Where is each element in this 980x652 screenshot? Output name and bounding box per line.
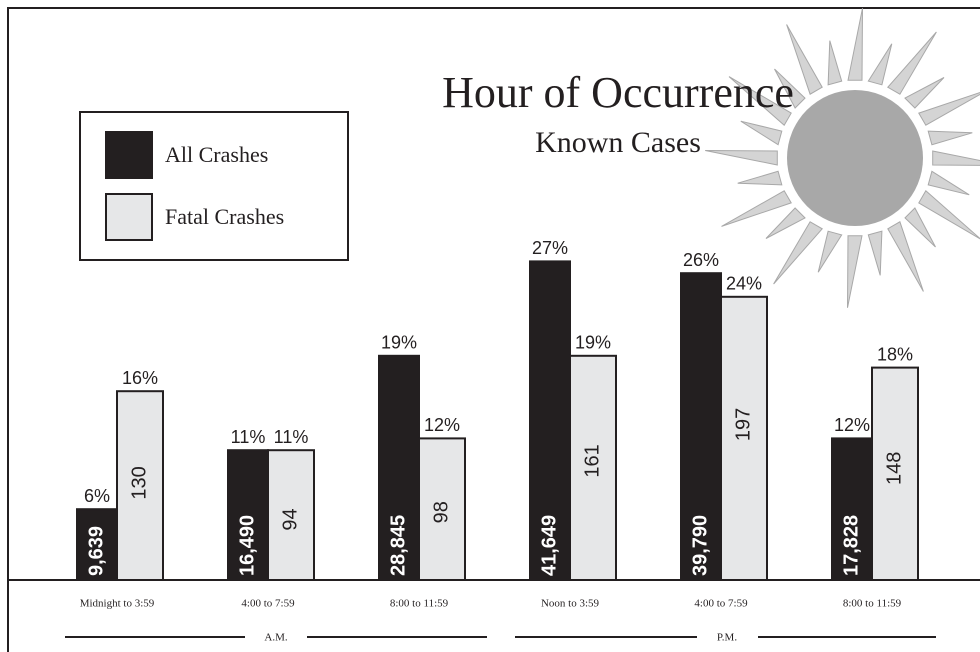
sun-ray (848, 236, 863, 308)
sun-ray (738, 171, 782, 185)
period-label: P.M. (717, 632, 737, 644)
count-label: 17,828 (840, 515, 862, 576)
value-label: 11% (274, 427, 309, 447)
count-label: 130 (128, 466, 150, 499)
count-label: 28,845 (387, 515, 409, 576)
sun-ray (933, 151, 980, 166)
sun-ray (905, 78, 944, 109)
sun-ray (928, 131, 972, 145)
count-label: 197 (732, 408, 754, 441)
x-tick-label: 4:00 to 7:59 (241, 598, 295, 610)
count-label: 9,639 (85, 526, 107, 576)
value-label: 26% (683, 250, 719, 270)
sun-ray (928, 171, 969, 195)
value-label: 12% (424, 415, 460, 435)
legend-label: Fatal Crashes (165, 204, 284, 229)
value-label: 27% (532, 238, 568, 258)
period-label: A.M. (264, 632, 287, 644)
sun-ray (868, 44, 892, 85)
sun-disc (787, 90, 923, 226)
sun-ray (741, 121, 782, 145)
sun-ray (818, 231, 842, 272)
sun-ray (722, 191, 792, 227)
x-tick-label: 8:00 to 11:59 (390, 598, 449, 610)
x-tick-label: 4:00 to 7:59 (694, 598, 748, 610)
count-label: 16,490 (236, 515, 258, 576)
chart: Hour of Occurrence Known Cases A.M. P.M.… (0, 0, 980, 652)
x-tick-label: Noon to 3:59 (541, 598, 600, 610)
legend-swatch (106, 194, 152, 240)
sun-ray (905, 208, 936, 247)
value-label: 6% (84, 486, 110, 506)
count-label: 148 (883, 452, 905, 485)
value-label: 24% (726, 274, 762, 294)
count-label: 41,649 (538, 515, 560, 576)
sun-ray (848, 8, 863, 80)
sun-ray (766, 208, 805, 239)
sun (705, 8, 980, 308)
count-label: 161 (581, 444, 603, 477)
legend-label: All Crashes (165, 142, 268, 167)
x-tick-label: Midnight to 3:59 (80, 598, 155, 610)
legend-swatch (106, 132, 152, 178)
x-tick-label: 8:00 to 11:59 (843, 598, 902, 610)
value-label: 11% (231, 427, 266, 447)
value-label: 12% (834, 415, 870, 435)
count-label: 94 (279, 508, 301, 530)
value-label: 19% (575, 333, 611, 353)
count-label: 98 (430, 501, 452, 523)
chart-title: Hour of Occurrence (442, 68, 794, 117)
value-label: 18% (877, 344, 913, 364)
sun-ray (705, 151, 777, 166)
chart-subtitle: Known Cases (535, 126, 701, 159)
value-label: 16% (122, 368, 158, 388)
value-label: 19% (381, 333, 417, 353)
sun-ray (828, 41, 842, 85)
sun-ray (888, 222, 924, 292)
count-label: 39,790 (689, 515, 711, 576)
sun-ray (868, 231, 882, 275)
